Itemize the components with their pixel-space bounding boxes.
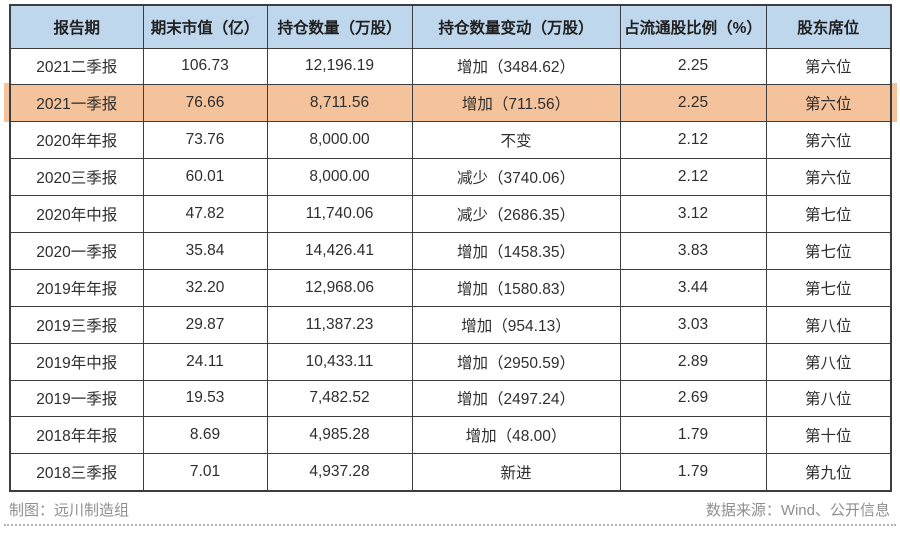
table-header: 报告期 期末市值（亿） 持仓数量（万股） 持仓数量变动（万股） 占流通股比例（%… (9, 4, 892, 49)
col-header-holdings-change: 持仓数量变动（万股） (411, 4, 621, 49)
cell-shareholder-seat: 第九位 (765, 453, 892, 492)
cell-holdings-change: 增加（1580.83） (411, 268, 621, 307)
cell-report-period: 2018年年报 (9, 416, 144, 455)
cell-market-value: 47.82 (142, 195, 268, 233)
cell-float-ratio: 1.79 (619, 453, 767, 492)
cell-market-value: 7.01 (142, 453, 268, 492)
cell-holdings-change: 增加（1458.35） (411, 231, 621, 270)
cell-shareholder-seat: 第七位 (765, 231, 892, 270)
table-row: 2019年年报 32.20 12,968.06 增加（1580.83） 3.44 第七位 (9, 268, 892, 307)
credit-text: 制图：远川制造组 (9, 501, 130, 519)
cell-holdings-change: 增加（3484.62） (411, 47, 621, 86)
cell-market-value: 29.87 (142, 305, 268, 344)
cell-float-ratio: 1.79 (619, 416, 767, 455)
cell-holdings-change: 增加（954.13） (411, 305, 621, 344)
cell-market-value: 60.01 (142, 158, 268, 197)
table-body: 2021二季报 106.73 12,196.19 增加（3484.62） 2.25 第六位… (9, 47, 892, 492)
cell-float-ratio: 3.12 (619, 195, 767, 233)
cell-float-ratio: 2.25 (619, 47, 767, 86)
cell-shareholder-seat: 第八位 (765, 379, 892, 418)
cell-market-value: 19.53 (142, 379, 268, 418)
cell-shareholder-seat: 第七位 (765, 195, 892, 233)
cell-report-period: 2020年中报 (9, 195, 144, 233)
cell-float-ratio: 3.44 (619, 268, 767, 307)
cell-holdings: 7,482.52 (266, 379, 413, 418)
cell-report-period: 2018三季报 (9, 453, 144, 492)
dotted-divider (4, 524, 896, 526)
table-row: 2020一季报 35.84 14,426.41 增加（1458.35） 3.83 第七位 (9, 231, 892, 270)
cell-shareholder-seat: 第八位 (765, 342, 892, 381)
col-header-report-period: 报告期 (9, 4, 144, 49)
data-source-text: 数据来源：Wind、公开信息 (705, 501, 890, 519)
cell-holdings: 11,387.23 (266, 305, 413, 344)
cell-holdings-change: 增加（2497.24） (411, 379, 621, 418)
table-row: 2018三季报 7.01 4,937.28 新进 1.79 第九位 (9, 453, 892, 492)
cell-report-period: 2020一季报 (9, 231, 144, 270)
cell-report-period: 2021二季报 (9, 47, 144, 86)
table-row: 2019三季报 29.87 11,387.23 增加（954.13） 3.03 第八位 (9, 305, 892, 344)
table-row: 2020三季报 60.01 8,000.00 减少（3740.06） 2.12 第六位 (9, 158, 892, 197)
cell-market-value: 73.76 (142, 121, 268, 160)
table-row: 2018年年报 8.69 4,985.28 增加（48.00） 1.79 第十位 (9, 416, 892, 455)
cell-holdings-change: 不变 (411, 121, 621, 160)
cell-float-ratio: 2.25 (619, 84, 767, 123)
cell-float-ratio: 3.03 (619, 305, 767, 344)
cell-holdings: 8,000.00 (266, 158, 413, 197)
cell-holdings: 8,000.00 (266, 121, 413, 160)
cell-float-ratio: 2.89 (619, 342, 767, 381)
col-header-shareholder-seat: 股东席位 (765, 4, 892, 49)
cell-holdings: 10,433.11 (266, 342, 413, 381)
cell-holdings-change: 增加（48.00） (411, 416, 621, 455)
col-header-float-ratio: 占流通股比例（%） (619, 4, 767, 49)
cell-holdings-change: 减少（2686.35） (411, 195, 621, 233)
cell-holdings-change: 减少（3740.06） (411, 158, 621, 197)
table-row: 2019一季报 19.53 7,482.52 增加（2497.24） 2.69 第八位 (9, 379, 892, 418)
cell-holdings: 8,711.56 (266, 84, 413, 123)
cell-market-value: 8.69 (142, 416, 268, 455)
col-header-holdings: 持仓数量（万股） (266, 4, 413, 49)
cell-shareholder-seat: 第八位 (765, 305, 892, 344)
cell-market-value: 76.66 (142, 84, 268, 123)
cell-report-period: 2020年年报 (9, 121, 144, 160)
cell-report-period: 2019年年报 (9, 268, 144, 307)
cell-float-ratio: 2.69 (619, 379, 767, 418)
cell-market-value: 32.20 (142, 268, 268, 307)
cell-holdings: 11,740.06 (266, 195, 413, 233)
cell-report-period: 2019三季报 (9, 305, 144, 344)
cell-holdings-change: 增加（2950.59） (411, 342, 621, 381)
col-header-market-value: 期末市值（亿） (142, 4, 268, 49)
table-row: 2019年中报 24.11 10,433.11 增加（2950.59） 2.89 第八位 (9, 342, 892, 381)
cell-holdings: 14,426.41 (266, 231, 413, 270)
cell-holdings: 12,196.19 (266, 47, 413, 86)
holdings-table: 报告期 期末市值（亿） 持仓数量（万股） 持仓数量变动（万股） 占流通股比例（%… (9, 4, 892, 492)
table-row: 2020年年报 73.76 8,000.00 不变 2.12 第六位 (9, 121, 892, 160)
table-row: 2021二季报 106.73 12,196.19 增加（3484.62） 2.25 第六位 (9, 47, 892, 86)
cell-holdings: 4,985.28 (266, 416, 413, 455)
cell-holdings-change: 增加（711.56） (411, 84, 621, 123)
cell-float-ratio: 2.12 (619, 158, 767, 197)
cell-shareholder-seat: 第六位 (765, 121, 892, 160)
cell-shareholder-seat: 第六位 (765, 47, 892, 86)
cell-holdings: 4,937.28 (266, 453, 413, 492)
cell-market-value: 24.11 (142, 342, 268, 381)
cell-shareholder-seat: 第六位 (765, 158, 892, 197)
cell-float-ratio: 2.12 (619, 121, 767, 160)
cell-report-period: 2021一季报 (9, 84, 144, 123)
footer: 制图：远川制造组 数据来源：Wind、公开信息 (9, 498, 890, 520)
cell-shareholder-seat: 第六位 (765, 84, 892, 123)
table-row: 2020年中报 47.82 11,740.06 减少（2686.35） 3.12 第七位 (9, 195, 892, 233)
cell-shareholder-seat: 第七位 (765, 268, 892, 307)
header-row: 报告期 期末市值（亿） 持仓数量（万股） 持仓数量变动（万股） 占流通股比例（%… (9, 4, 892, 49)
cell-market-value: 35.84 (142, 231, 268, 270)
cell-float-ratio: 3.83 (619, 231, 767, 270)
cell-holdings: 12,968.06 (266, 268, 413, 307)
cell-market-value: 106.73 (142, 47, 268, 86)
cell-report-period: 2019一季报 (9, 379, 144, 418)
table-row: 2021一季报 76.66 8,711.56 增加（711.56） 2.25 第六位 (9, 84, 892, 123)
cell-report-period: 2019年中报 (9, 342, 144, 381)
cell-holdings-change: 新进 (411, 453, 621, 492)
cell-report-period: 2020三季报 (9, 158, 144, 197)
cell-shareholder-seat: 第十位 (765, 416, 892, 455)
